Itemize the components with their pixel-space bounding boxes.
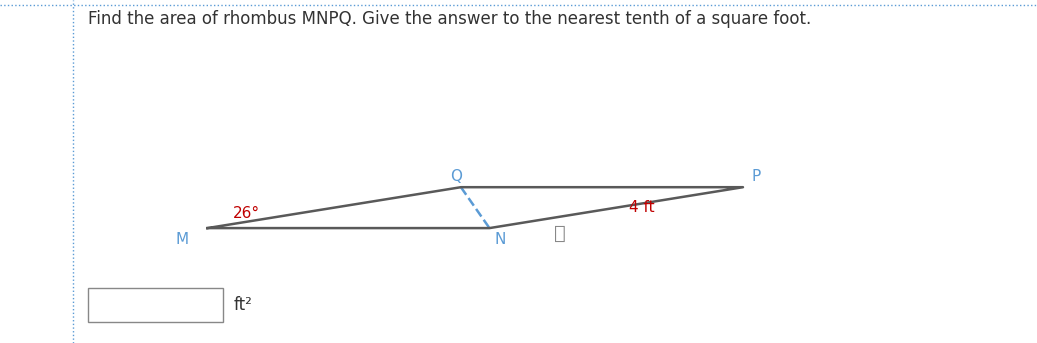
Text: Find the area of rhombus MNPQ. Give the answer to the nearest tenth of a square : Find the area of rhombus MNPQ. Give the … (88, 10, 811, 28)
Text: N: N (495, 232, 506, 247)
Text: P: P (751, 169, 760, 184)
Text: Q: Q (450, 169, 461, 184)
Text: 4 ft: 4 ft (628, 200, 654, 215)
Text: ft²: ft² (233, 296, 252, 314)
Text: 26°: 26° (233, 206, 260, 221)
Text: M: M (175, 232, 189, 247)
Text: ⓘ: ⓘ (554, 224, 566, 243)
